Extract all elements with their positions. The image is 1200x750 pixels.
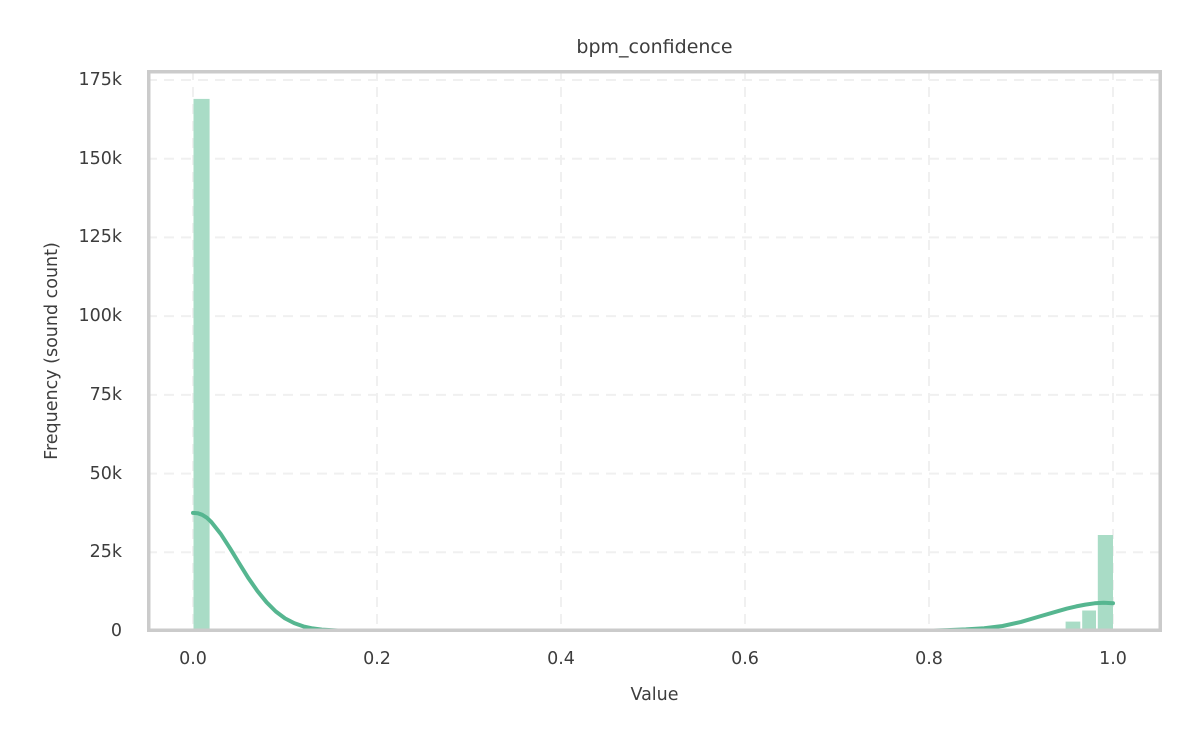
x-tick-label: 0.0 xyxy=(179,649,207,669)
y-tick-label: 125k xyxy=(78,227,122,248)
y-tick-label: 100k xyxy=(78,306,122,327)
kde-curve xyxy=(191,510,1115,632)
y-tick-label: 0 xyxy=(110,621,122,641)
chart-title: bpm_confidence xyxy=(576,36,733,58)
plot-spines xyxy=(147,70,1162,632)
x-tick-label: 0.6 xyxy=(731,649,759,669)
x-tick-label: 0.2 xyxy=(363,649,391,669)
x-axis-label: Value xyxy=(630,685,679,705)
histogram-bar xyxy=(1097,535,1113,631)
chart-canvas xyxy=(147,70,1162,632)
histogram-bar xyxy=(1065,621,1081,631)
x-tick-label: 0.8 xyxy=(915,649,943,669)
y-tick-label: 75k xyxy=(89,384,122,405)
histogram-bar xyxy=(1082,610,1096,631)
y-tick-label: 50k xyxy=(89,463,122,484)
histogram-bar xyxy=(193,98,210,631)
x-tick-label: 0.4 xyxy=(547,649,575,669)
y-tick-label: 25k xyxy=(89,542,122,563)
x-tick-label: 1.0 xyxy=(1099,649,1127,669)
y-tick-label: 150k xyxy=(78,148,122,169)
plot-area xyxy=(147,70,1162,632)
y-tick-label: 175k xyxy=(78,69,122,90)
